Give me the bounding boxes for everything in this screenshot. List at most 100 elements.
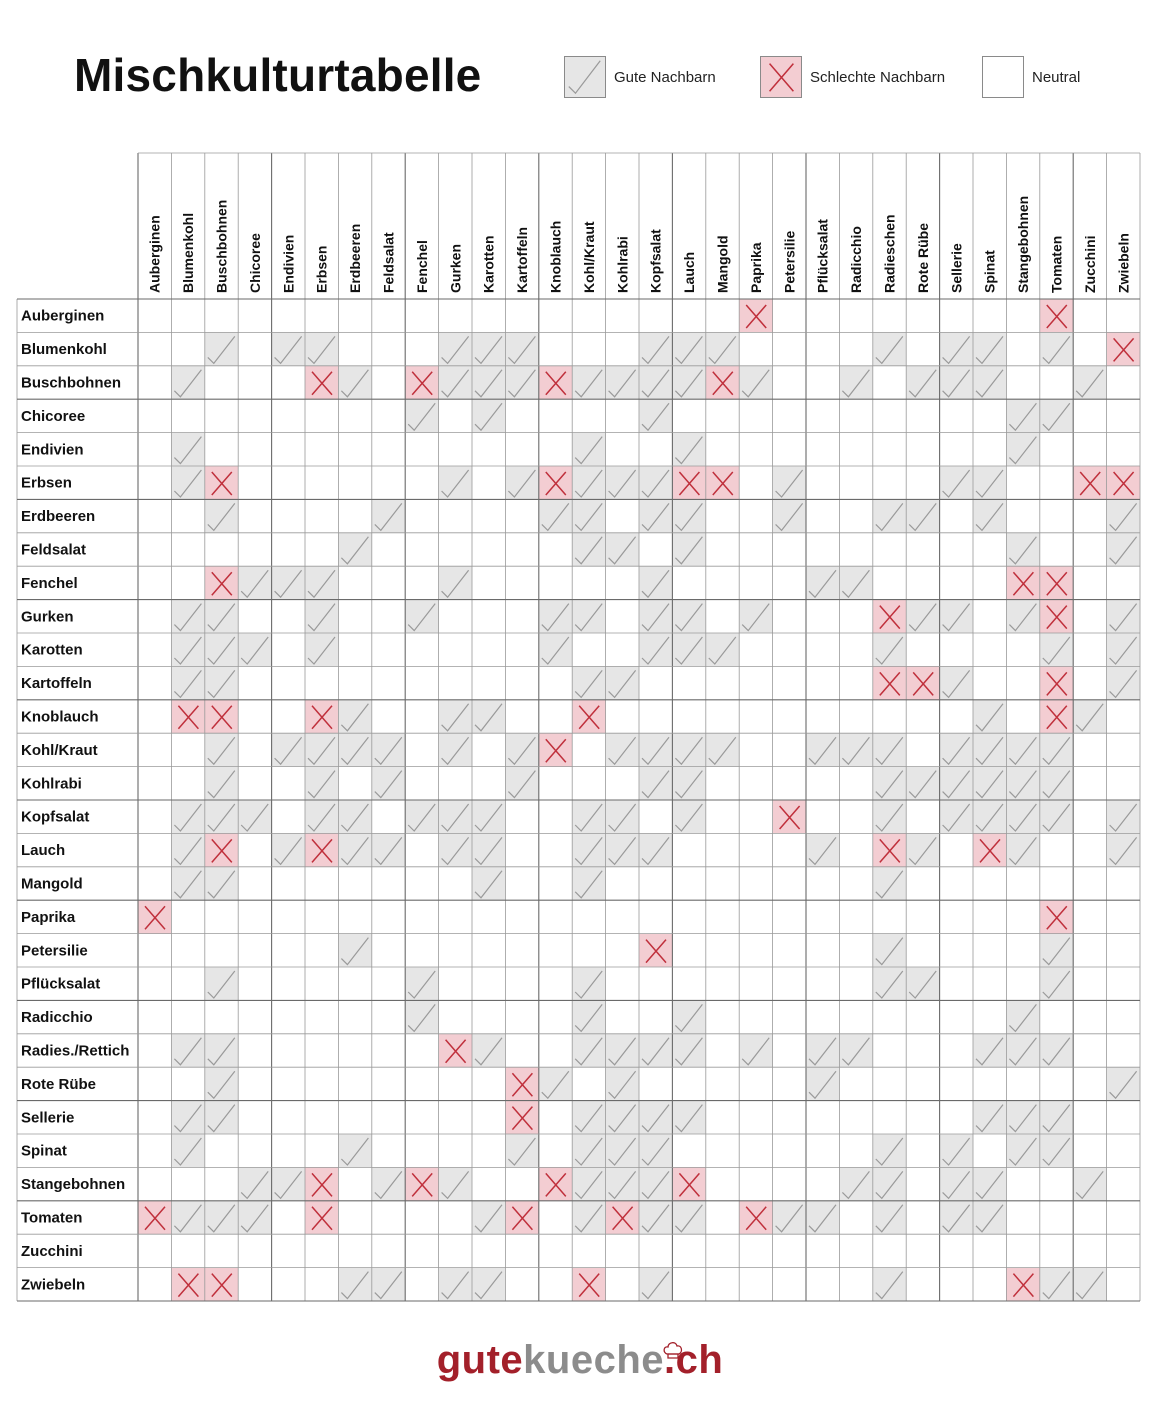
- cell-good: [605, 1033, 639, 1068]
- column-header: Kohlrabi: [614, 236, 630, 293]
- cross-icon: [645, 939, 667, 964]
- cell-good: [338, 699, 372, 734]
- cell-good: [438, 466, 472, 500]
- checkmark-icon: [474, 1037, 503, 1066]
- checkmark-icon: [240, 803, 269, 832]
- checkmark-icon: [574, 837, 603, 866]
- cell-good: [472, 800, 506, 834]
- cell-good: [772, 499, 806, 533]
- column-header: Kohl/Kraut: [581, 221, 597, 293]
- cell-good: [605, 532, 639, 567]
- checkmark-icon: [173, 1104, 202, 1133]
- cell-good: [1006, 833, 1040, 867]
- cross-icon: [445, 1039, 467, 1064]
- cell-good: [204, 866, 239, 901]
- checkmark-icon: [441, 569, 470, 599]
- checkmark-icon: [274, 837, 303, 866]
- checkmark-icon: [474, 870, 503, 899]
- checkmark-icon: [608, 837, 637, 866]
- legend-neutral-swatch: [982, 56, 1024, 98]
- checkmark-icon: [608, 1137, 637, 1166]
- checkmark-icon: [340, 536, 369, 565]
- checkmark-icon: [507, 1137, 536, 1166]
- row-label: Paprika: [21, 909, 76, 926]
- checkmark-icon: [908, 603, 937, 632]
- cell-good: [973, 733, 1007, 767]
- cell-good: [872, 933, 907, 967]
- checkmark-icon: [374, 837, 403, 866]
- checkmark-icon: [641, 770, 670, 799]
- cross-icon: [545, 1172, 567, 1197]
- cell-good: [305, 566, 339, 600]
- row-label: Zucchini: [21, 1243, 83, 1260]
- column-header: Feldsalat: [381, 232, 397, 293]
- cell-good: [572, 967, 606, 1001]
- cell-good: [1106, 833, 1140, 867]
- checkmark-icon: [674, 603, 703, 632]
- checkmark-icon: [474, 369, 503, 398]
- cell-good: [1006, 733, 1040, 767]
- cell-good: [538, 1067, 573, 1101]
- cell-good: [171, 466, 205, 500]
- column-header: Radieschen: [882, 214, 898, 293]
- cell-good: [171, 633, 205, 667]
- checkmark-icon: [340, 837, 369, 866]
- checkmark-icon: [875, 770, 904, 799]
- column-header: Fenchel: [414, 240, 430, 293]
- checkmark-icon: [942, 603, 971, 632]
- checkmark-icon: [574, 503, 603, 532]
- cell-good: [572, 1033, 606, 1068]
- cell-good: [572, 1167, 606, 1201]
- checkmark-icon: [1042, 770, 1071, 799]
- cell-good: [1073, 699, 1107, 734]
- cell-good: [739, 1033, 773, 1068]
- checkmark-icon: [674, 336, 703, 365]
- cell-good: [1073, 365, 1107, 400]
- checkmark-icon: [1109, 803, 1138, 832]
- cell-good: [939, 1167, 973, 1201]
- checkmark-icon: [407, 402, 436, 432]
- cross-icon: [511, 1106, 533, 1131]
- checkmark-icon: [641, 336, 670, 365]
- checkmark-icon: [1075, 1171, 1104, 1200]
- cell-good: [572, 1100, 606, 1134]
- cell-good: [572, 833, 606, 867]
- cross-icon: [779, 805, 801, 830]
- checkmark-icon: [1008, 1137, 1037, 1166]
- checkmark-icon: [641, 1204, 670, 1233]
- checkmark-icon: [340, 1137, 369, 1166]
- cross-icon: [211, 471, 233, 496]
- cross-icon: [144, 1206, 166, 1231]
- checkmark-icon: [274, 1171, 303, 1200]
- checkmark-icon: [875, 636, 904, 665]
- checkmark-icon: [975, 503, 1004, 532]
- cross-icon: [979, 838, 1001, 863]
- cell-good: [238, 1200, 272, 1235]
- checkmark-icon: [641, 469, 670, 498]
- checkmark-icon: [741, 1037, 770, 1066]
- cross-icon: [768, 63, 794, 92]
- cell-good: [973, 1200, 1007, 1235]
- cell-good: [806, 833, 840, 867]
- checkmark-icon: [307, 770, 336, 799]
- cell-good: [572, 800, 606, 834]
- cross-icon: [511, 1072, 533, 1097]
- cell-good: [238, 1167, 272, 1201]
- column-header: Spinat: [982, 250, 998, 293]
- checkmark-icon: [908, 970, 937, 999]
- checkmark-icon: [574, 536, 603, 565]
- cell-good: [572, 866, 606, 901]
- checkmark-icon: [207, 736, 236, 766]
- checkmark-icon: [641, 1137, 670, 1166]
- cell-good: [839, 1167, 873, 1201]
- cell-good: [872, 800, 907, 834]
- cell-good: [204, 599, 239, 633]
- checkmark-icon: [374, 503, 403, 532]
- legend-bad-swatch: [760, 56, 802, 98]
- checkmark-icon: [975, 1104, 1004, 1133]
- brand-part-kueche: kueche: [523, 1338, 664, 1382]
- cell-good: [305, 332, 339, 366]
- checkmark-icon: [808, 1070, 837, 1100]
- checkmark-icon: [674, 770, 703, 799]
- cell-good: [505, 733, 539, 767]
